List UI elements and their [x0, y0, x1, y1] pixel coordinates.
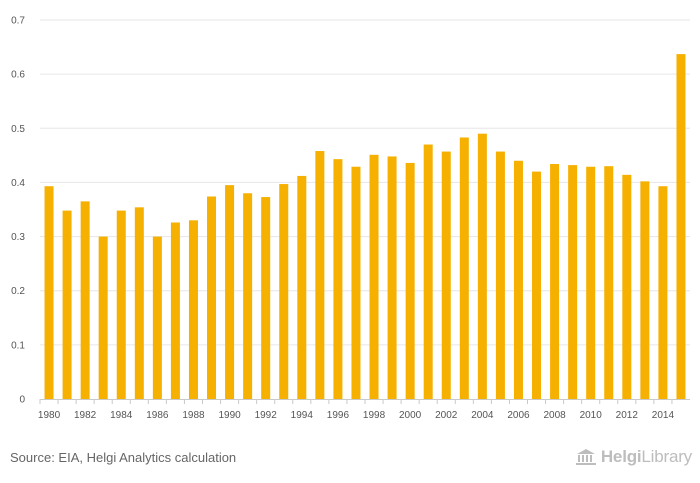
- bar: [676, 54, 686, 400]
- axes: 0 0.1 0.2 0.3 0.4 0.5 0.6 0.7 1980 1982 1984 1986 19…: [11, 16, 690, 421]
- grid: [40, 19, 690, 346]
- x-tick-label: 1994: [291, 410, 314, 421]
- x-tick-label: 2006: [507, 410, 530, 421]
- bar: [170, 222, 180, 399]
- bar: [188, 220, 198, 399]
- source-note: Source: EIA, Helgi Analytics calculation: [10, 450, 237, 465]
- bar: [225, 185, 235, 399]
- x-tick-label: 1984: [110, 410, 133, 421]
- x-tick-label: 1990: [218, 410, 241, 421]
- bar: [134, 207, 144, 399]
- bar: [405, 162, 415, 399]
- bar: [586, 166, 596, 399]
- bar: [351, 166, 361, 399]
- y-tick-label: 0.3: [11, 232, 25, 243]
- bar: [369, 154, 379, 399]
- library-building-icon: [575, 449, 596, 465]
- y-tick-label: 0.6: [11, 70, 25, 81]
- bar: [279, 184, 289, 399]
- brand-prefix: Helgi: [600, 447, 642, 466]
- bar: [261, 197, 271, 399]
- y-tick-label: 0: [19, 395, 25, 406]
- bar: [62, 210, 72, 399]
- x-tick-label: 1998: [363, 410, 386, 421]
- bar: [423, 144, 433, 399]
- bars: [44, 54, 686, 400]
- x-tick-label: 1996: [327, 410, 350, 421]
- bar: [532, 171, 542, 399]
- bar: [80, 201, 90, 399]
- x-tick-label: 2000: [399, 410, 422, 421]
- x-tick-label: 2012: [616, 410, 639, 421]
- bar: [207, 196, 217, 399]
- bar: [243, 193, 253, 399]
- x-tick-label: 1988: [182, 410, 205, 421]
- bar: [477, 133, 487, 399]
- x-tick-label: 1982: [74, 410, 97, 421]
- bar: [622, 174, 632, 399]
- bar: [297, 175, 307, 399]
- x-tick-label: 2004: [471, 410, 494, 421]
- y-tick-label: 0.7: [11, 16, 25, 27]
- y-tick-label: 0.1: [11, 340, 25, 351]
- bar: [513, 160, 523, 399]
- bar: [387, 156, 397, 399]
- bar: [640, 181, 650, 399]
- bar: [604, 166, 614, 399]
- y-tick-label: 0.2: [11, 286, 25, 297]
- bar: [152, 236, 162, 399]
- x-tick-label: 1980: [38, 410, 61, 421]
- bar: [116, 210, 126, 399]
- bar: [44, 186, 54, 399]
- bar: [98, 236, 108, 399]
- x-tick-label: 2002: [435, 410, 458, 421]
- bar: [459, 137, 469, 400]
- bar: [550, 164, 560, 399]
- x-tick-label: 2010: [580, 410, 603, 421]
- bar: [495, 151, 505, 399]
- x-tick-label: 1986: [146, 410, 169, 421]
- bar: [568, 165, 578, 399]
- y-tick-label: 0.5: [11, 124, 25, 135]
- bar: [333, 159, 343, 399]
- brand-suffix: Library: [641, 447, 692, 466]
- y-tick-label: 0.4: [11, 178, 25, 189]
- bar: [315, 151, 325, 399]
- x-tick-label: 2008: [543, 410, 566, 421]
- brand-name: HelgiLibrary: [601, 447, 692, 467]
- x-tick-label: 1992: [255, 410, 278, 421]
- bar: [441, 151, 451, 399]
- helgi-library-logo: HelgiLibrary: [575, 447, 692, 467]
- x-tick-label: 2014: [652, 410, 675, 421]
- bar: [658, 186, 668, 399]
